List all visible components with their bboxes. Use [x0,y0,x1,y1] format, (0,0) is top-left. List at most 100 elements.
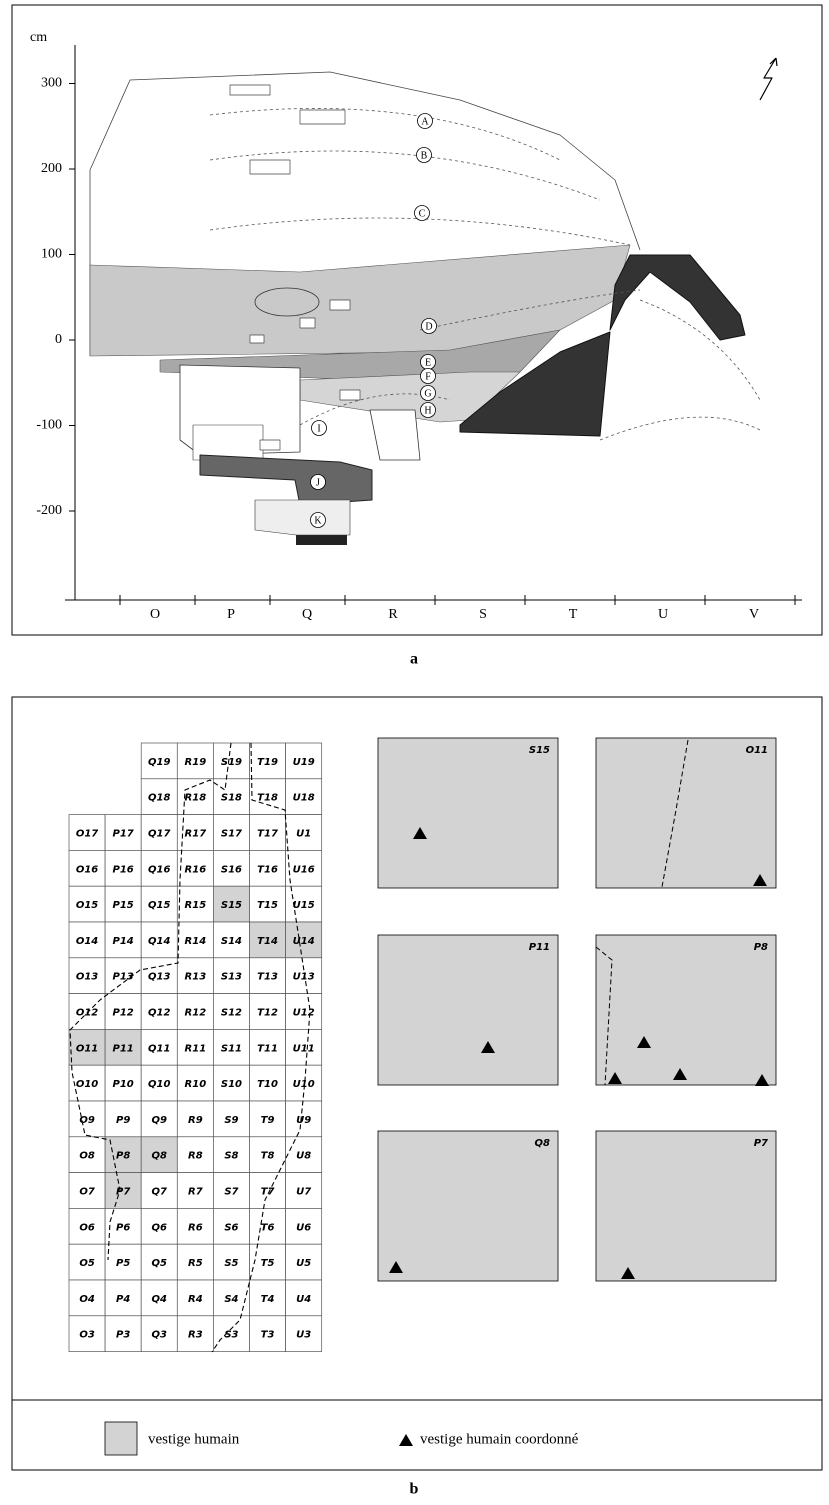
cell-label: O5 [79,1258,95,1269]
y-tick-label: 200 [41,161,62,176]
cell-label: S8 [224,1151,238,1162]
cell-label: T3 [261,1330,275,1341]
cell-label: T15 [257,900,278,911]
cell-label: P12 [113,1008,134,1019]
cell-label: S17 [221,829,242,840]
cell-label: T19 [257,757,278,768]
legend-label: vestige humain coordonné [420,1431,579,1447]
cell-label: S12 [221,1008,242,1019]
cell-label: R9 [188,1115,203,1126]
column-label: V [749,607,759,622]
cell-label: S11 [221,1043,242,1054]
cell-label: P11 [113,1043,134,1054]
cell-label: U13 [293,972,315,983]
cell-label: R17 [185,829,207,840]
cell-label: U11 [293,1043,315,1054]
layer-label: E [425,357,431,368]
cell-label: T6 [261,1222,275,1233]
cell-label: T10 [257,1079,278,1090]
cell-label: U4 [296,1294,311,1305]
cell-label: U3 [296,1330,311,1341]
cell-label: O14 [76,936,98,947]
cell-label: Q6 [152,1222,168,1233]
cell-label: T7 [261,1187,275,1198]
cell-label: Q12 [148,1008,170,1019]
layer-label: K [314,515,322,526]
cell-label: S13 [221,972,242,983]
cell-label: Q11 [148,1043,170,1054]
cell-label: O3 [79,1330,95,1341]
layer-label: J [316,477,320,488]
layer-label: I [317,423,320,434]
detail-square [378,1131,558,1281]
cell-label: T16 [257,864,278,875]
cell-label: T12 [257,1008,278,1019]
cell-label: T9 [261,1115,275,1126]
cell-label: T14 [257,936,278,947]
cell-label: U16 [293,864,315,875]
cell-label: R11 [185,1043,207,1054]
cell-label: S3 [224,1330,238,1341]
detail-square [596,935,776,1085]
detail-label: P7 [754,1138,768,1149]
cell-label: R12 [185,1008,207,1019]
cell-label: R8 [188,1151,203,1162]
cell-label: Q7 [152,1187,168,1198]
cell-label: O6 [79,1222,95,1233]
cell-label: U6 [296,1222,311,1233]
cell-label: R14 [185,936,207,947]
cell-label: P3 [116,1330,130,1341]
cell-label: S9 [224,1115,238,1126]
cell-label: R3 [188,1330,203,1341]
cell-label: U7 [296,1187,311,1198]
legend-label: vestige humain [148,1431,240,1447]
cell-label: R19 [185,757,207,768]
y-tick-label: -200 [36,503,62,518]
cell-label: O10 [76,1079,98,1090]
cell-label: Q4 [152,1294,168,1305]
cell-label: R4 [188,1294,203,1305]
layer-label: G [424,388,431,399]
cell-label: P4 [116,1294,130,1305]
layer-label: B [421,150,428,161]
cell-label: O7 [79,1187,95,1198]
detail-label: P11 [529,942,550,953]
layer-label: C [419,208,426,219]
detail-label: O11 [746,745,768,756]
column-label: O [150,607,160,622]
cell-label: T13 [257,972,278,983]
cell-label: U8 [296,1151,311,1162]
section-drawing [90,58,777,545]
y-tick-label: -100 [36,418,62,433]
detail-label: P8 [754,942,768,953]
detail-square [378,738,558,888]
layer-label: H [424,405,431,416]
cell-label: T17 [257,829,278,840]
cell-label: S10 [221,1079,242,1090]
y-tick-label: 300 [41,76,62,91]
cell-label: R18 [185,793,207,804]
cell-label: S14 [221,936,242,947]
panel-label: a [410,651,418,668]
cell-label: P9 [116,1115,130,1126]
figure: cm 3002001000-100-200OPQRSTUVABCDEFGHIJK… [0,0,829,1505]
cell-label: S5 [224,1258,238,1269]
cell-label: R16 [185,864,207,875]
cell-label: Q3 [152,1330,168,1341]
cell-label: P14 [113,936,134,947]
cell-label: S19 [221,757,242,768]
cell-label: P6 [116,1222,130,1233]
cell-label: Q17 [148,829,170,840]
cell-label: O16 [76,864,98,875]
cell-label: Q19 [148,757,170,768]
column-label: Q [302,607,312,622]
cell-label: O11 [76,1043,98,1054]
cell-label: S4 [224,1294,238,1305]
cell-label: U15 [293,900,315,911]
cell-label: S7 [224,1187,238,1198]
y-tick-label: 100 [41,247,62,262]
legend-marker [399,1434,413,1446]
cell-label: P8 [116,1151,130,1162]
cell-label: U12 [293,1008,315,1019]
cell-label: U18 [293,793,315,804]
